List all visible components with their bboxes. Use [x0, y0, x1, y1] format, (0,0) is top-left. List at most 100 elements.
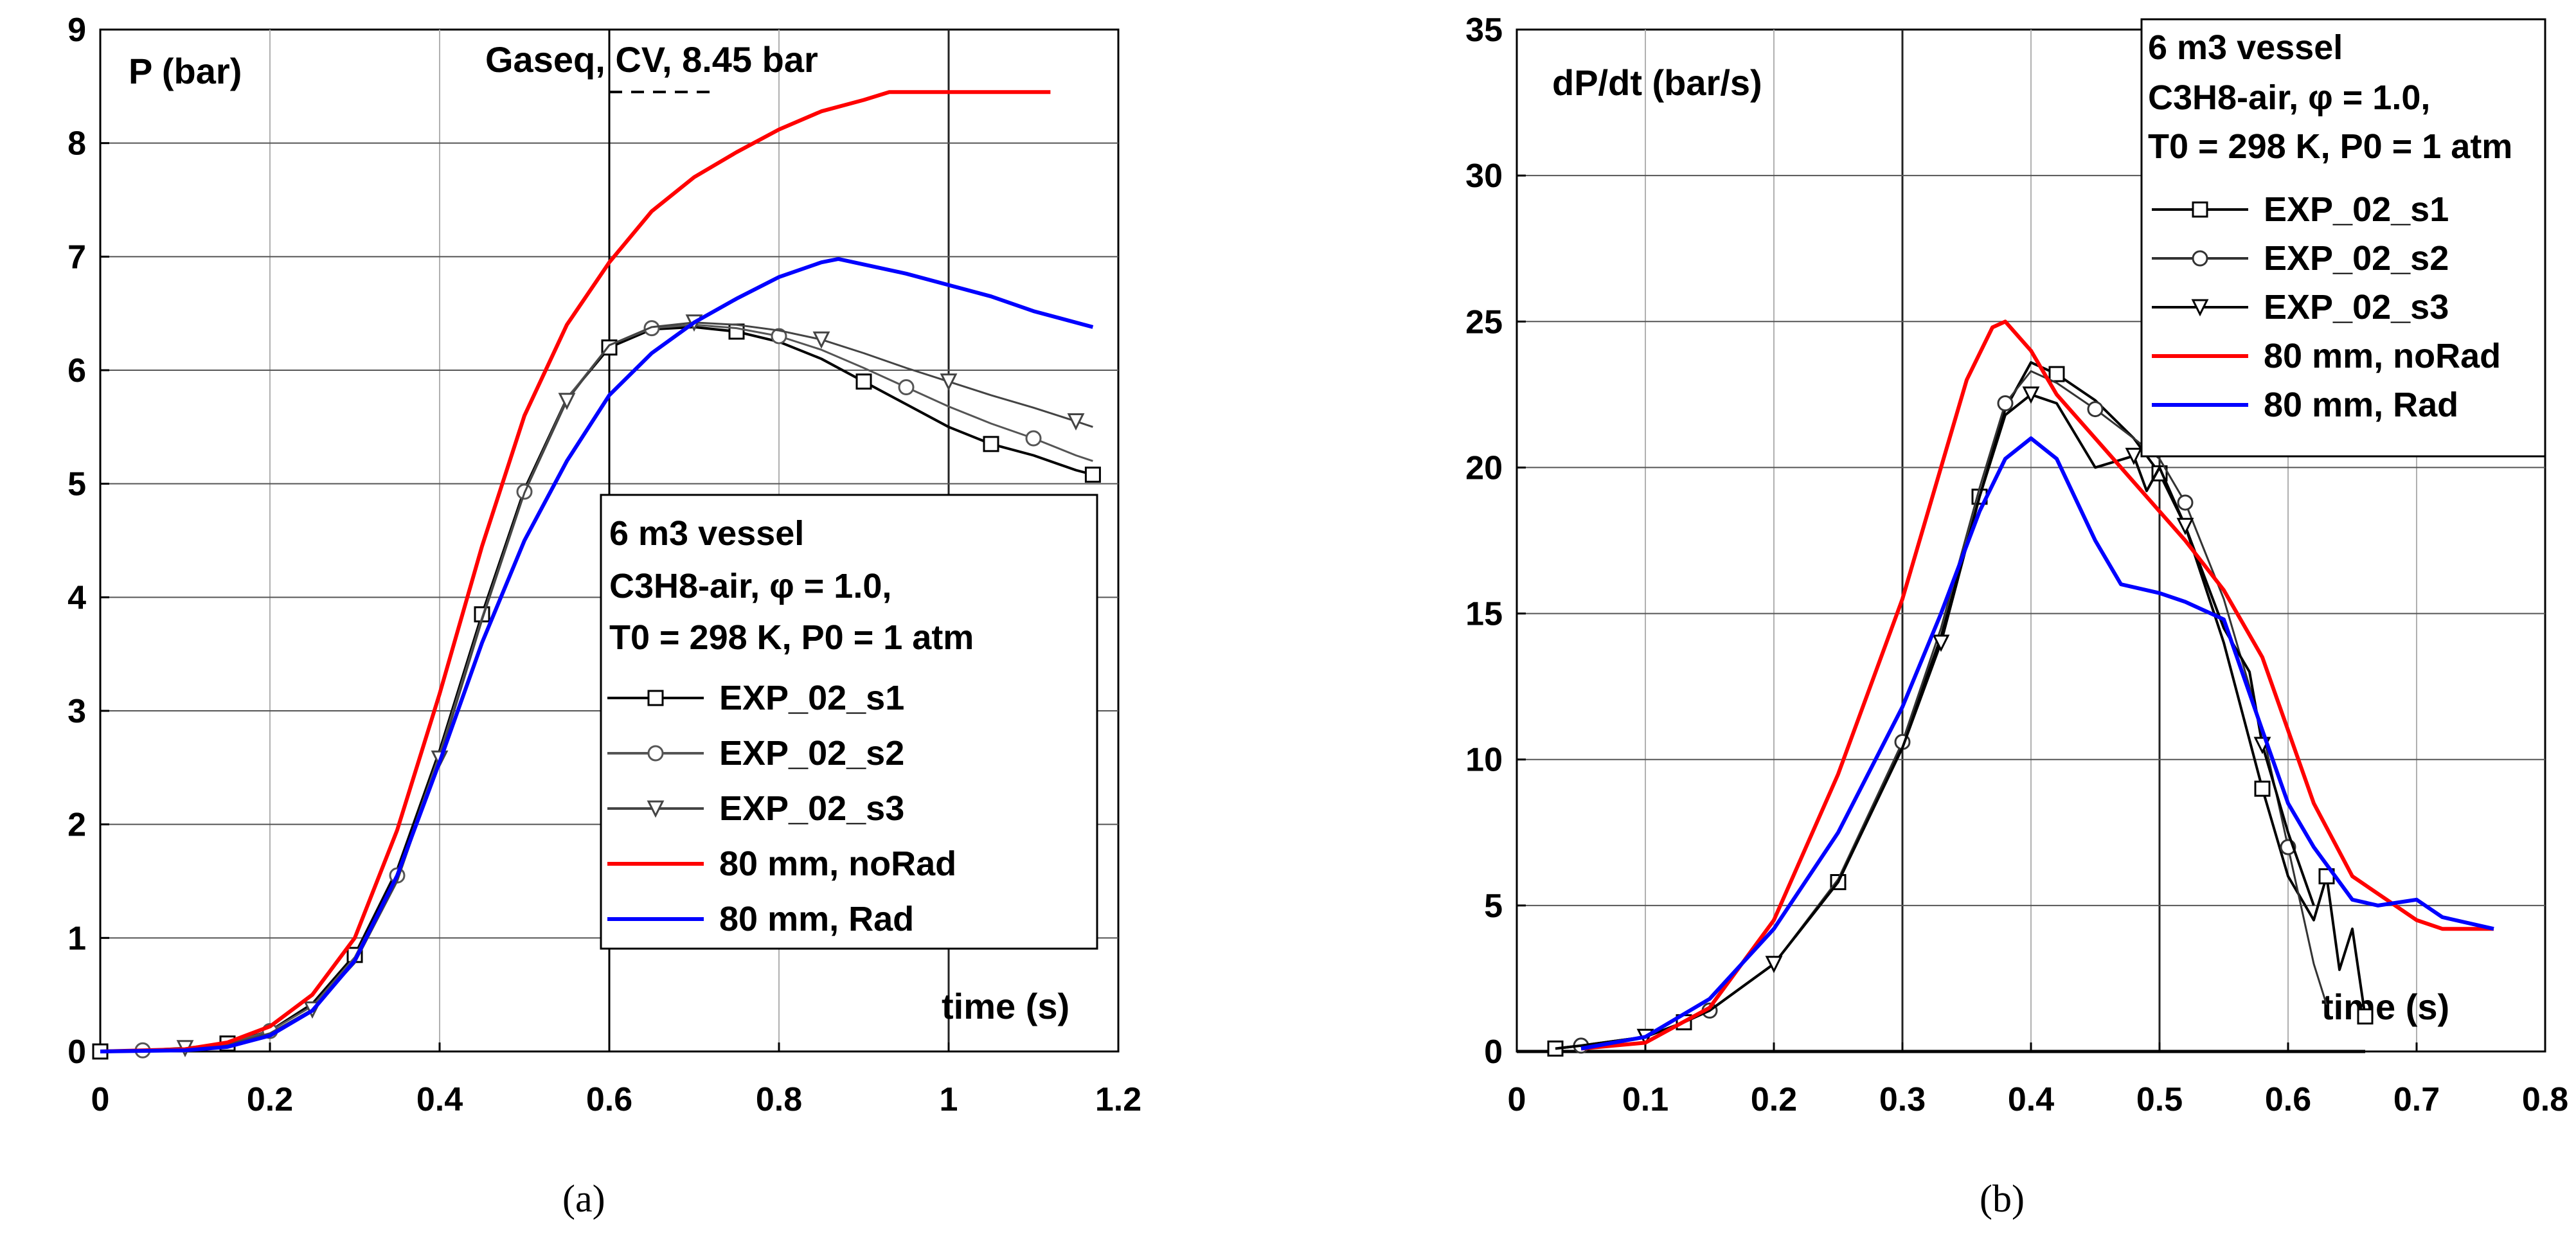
panel-a-point-exp-02-s2: [771, 328, 787, 344]
panel-b-point-exp-02-s1: [2048, 366, 2065, 382]
panel-b-point-exp-02-s2: [2087, 401, 2104, 418]
panel-a-y-tick-label: 4: [67, 579, 86, 616]
panel-a-point-exp-02-s3: [940, 373, 958, 391]
panel-a-x-tick-label: 0.8: [756, 1081, 802, 1118]
panel-b-x-tick-label: 0.6: [2265, 1081, 2311, 1118]
panel-a-ticks: 0 0.2 0.4 0.6 0.8 1 1.2 0 1 2 3 4 5 6 7 8 9: [67, 12, 1141, 1118]
panel-a-legend-conditions: T0 = 298 K, P0 = 1 atm: [609, 618, 974, 657]
panel-a-y-tick-label: 6: [67, 352, 86, 389]
panel-a-x-tick-label: 0: [91, 1081, 110, 1118]
panel-a-point-exp-02-s3: [558, 393, 576, 411]
panel-a-legend-marker: [647, 690, 664, 706]
panel-b-legend-mixture: C3H8-air, φ = 1.0,: [2148, 78, 2430, 117]
panel-a-caption: (a): [562, 1177, 605, 1220]
panel-a-legend-entry: EXP_02_s3: [719, 789, 904, 828]
panel-b-legend-entry: EXP_02_s2: [2264, 239, 2449, 278]
panel-a-legend-entries: EXP_02_s1 EXP_02_s2 EXP_02_s3 80 mm, noRad 8…: [607, 679, 956, 938]
panel-b-x-tick-label: 0.2: [1751, 1081, 1797, 1118]
panel-b-legend-entry: EXP_02_s1: [2264, 190, 2449, 229]
panel-a: 0 0.2 0.4 0.6 0.8 1 1.2 0 1 2 3 4 5 6 7 8 9 P (bar) time…: [67, 12, 1141, 1220]
panel-b-y-tick-label: 35: [1465, 12, 1503, 49]
panel-b-xlabel: time (s): [2321, 987, 2449, 1027]
panel-b-x-tick-label: 0.1: [1622, 1081, 1668, 1118]
panel-b-series-80-mm-rad: [1580, 436, 2494, 1051]
panel-b-legend-entry: 80 mm, Rad: [2264, 386, 2458, 424]
panel-b-series-80-mm-norad: [1580, 319, 2494, 1051]
panel-a-x-tick-label: 0.4: [416, 1081, 463, 1118]
panel-b-x-tick-label: 0.8: [2522, 1081, 2568, 1118]
panel-b-point-exp-02-s3: [1765, 956, 1783, 974]
panel-a-point-exp-02-s2: [1025, 430, 1042, 447]
panel-a-xlabel: time (s): [942, 986, 1069, 1026]
panel-b-y-tick-label: 0: [1484, 1033, 1503, 1071]
panel-b-point-exp-02-s3: [1932, 634, 1950, 652]
panel-b-x-tick-label: 0.7: [2393, 1081, 2440, 1118]
panel-b-point-exp-02-s1: [2357, 1008, 2374, 1024]
panel-a-x-tick-label: 1.2: [1095, 1081, 1141, 1118]
panel-b-x-tick-label: 0: [1508, 1081, 1526, 1118]
panel-b-y-tick-label: 30: [1465, 157, 1503, 195]
panel-a-y-tick-label: 9: [67, 12, 86, 49]
panel-a-series: [92, 90, 1101, 1060]
panel-b-point-exp-02-s1: [2254, 780, 2271, 797]
panel-b-legend-box: [2140, 18, 2546, 458]
panel-b-legend: 6 m3 vessel C3H8-air, φ = 1.0, T0 = 298 …: [2140, 18, 2546, 458]
panel-a-y-tick-label: 2: [67, 807, 86, 844]
panel-a-point-exp-02-s2: [898, 379, 915, 395]
panel-a-point-exp-02-s2: [643, 320, 660, 337]
panel-b-legend-entry: 80 mm, noRad: [2264, 337, 2501, 375]
panel-a-y-tick-label: 3: [67, 693, 86, 730]
panel-b-ticks: 0 0.1 0.2 0.3 0.4 0.5 0.6 0.7 0.8 0 5 10 15 20 25 30 35: [1465, 12, 2568, 1118]
panel-b-y-tick-label: 25: [1465, 303, 1503, 341]
panel-b-legend-marker: [2191, 299, 2209, 317]
panel-b-legend-marker: [2192, 250, 2208, 267]
panel-a-legend-marker: [647, 745, 664, 762]
panel-b-series: [1547, 319, 2494, 1057]
panel-a-x-tick-label: 1: [940, 1081, 958, 1118]
panel-a-x-tick-label: 0.6: [586, 1081, 632, 1118]
panel-a-point-exp-02-s3: [812, 331, 830, 349]
panel-b-legend-conditions: T0 = 298 K, P0 = 1 atm: [2148, 127, 2512, 166]
panel-a-y-tick-label: 0: [67, 1033, 86, 1071]
panel-a-point-exp-02-s3: [1067, 413, 1085, 431]
panel-b-point-exp-02-s3: [2176, 517, 2194, 535]
panel-b-y-tick-label: 15: [1465, 596, 1503, 633]
panel-b-ylabel: dP/dt (bar/s): [1552, 62, 1762, 103]
panel-a-y-tick-label: 5: [67, 466, 86, 503]
panel-b-point-exp-02-s3: [2022, 386, 2040, 404]
panel-a-legend-marker: [647, 800, 665, 818]
panel-a-annotation: Gaseq, CV, 8.45 bar: [485, 39, 818, 80]
panel-a-series-80-mm-rad: [100, 256, 1094, 1053]
panel-a-y-tick-label: 1: [67, 920, 86, 957]
panel-b-x-tick-label: 0.4: [2008, 1081, 2054, 1118]
panel-a-point-exp-02-s1: [728, 323, 745, 340]
panel-a-y-tick-label: 8: [67, 125, 86, 163]
panel-a-legend-entry: 80 mm, noRad: [719, 845, 956, 883]
panel-b: 0 0.1 0.2 0.3 0.4 0.5 0.6 0.7 0.805101520253035 …: [1465, 12, 2568, 1220]
panel-b-point-exp-02-s2: [2177, 494, 2194, 511]
panel-a-x-tick-label: 0.2: [247, 1081, 293, 1118]
panel-a-legend-entry: EXP_02_s2: [719, 734, 904, 773]
panel-a-point-exp-02-s1: [983, 436, 999, 452]
panel-b-legend-title: 6 m3 vessel: [2148, 28, 2343, 67]
panel-a-legend: 6 m3 vessel C3H8-air, φ = 1.0, T0 = 298 …: [600, 494, 1098, 950]
panel-a-legend-entry: 80 mm, Rad: [719, 900, 914, 938]
panel-a-y-tick-label: 7: [67, 238, 86, 276]
panel-b-caption: (b): [1980, 1177, 2025, 1220]
panel-b-y-tick-label: 10: [1465, 742, 1503, 779]
panel-a-series-80-mm-norad: [100, 90, 1051, 1053]
panel-a-legend-mixture: C3H8-air, φ = 1.0,: [609, 567, 891, 605]
panel-b-point-exp-02-s3: [2125, 447, 2143, 465]
panel-a-legend-title: 6 m3 vessel: [609, 514, 804, 553]
panel-a-point-exp-02-s1: [1084, 467, 1101, 483]
panel-b-legend-entry: EXP_02_s3: [2264, 288, 2449, 326]
panel-b-point-exp-02-s2: [1997, 395, 2014, 411]
panel-a-legend-entry: EXP_02_s1: [719, 679, 904, 717]
panel-b-y-tick-label: 20: [1465, 449, 1503, 487]
panel-b-x-tick-label: 0.3: [1879, 1081, 1926, 1118]
panel-a-ylabel: P (bar): [129, 51, 242, 91]
panel-a-point-exp-02-s1: [855, 373, 872, 390]
panel-b-legend-marker: [2192, 201, 2208, 218]
panel-a-legend-box: [600, 494, 1098, 950]
